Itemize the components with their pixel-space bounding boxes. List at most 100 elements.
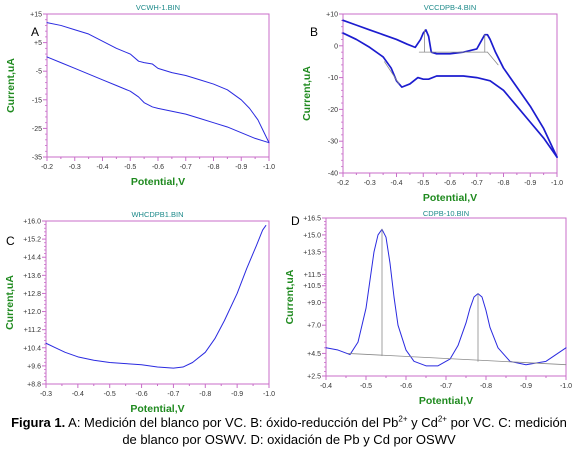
caption-sup-1: 2+ [398,414,408,424]
y-tick-label: -5 [36,69,42,76]
caption-label: Figura 1. [11,415,66,430]
y-axis-label: Current,uA [301,66,313,121]
y-tick-label: +10 [326,12,338,19]
y-tick-label: +15.0 [303,232,321,239]
x-tick-label: -0.9 [231,391,243,398]
chart-title: CDPB-10.BIN [423,209,469,218]
y-tick-label: +10.5 [303,283,321,290]
x-tick-label: -0.6 [136,391,148,398]
y-tick-label: 0 [334,43,338,50]
y-tick-label: +9.0 [307,300,321,307]
chart-panel-b: -0.2 -0.3 -0.4 -0.5 -0.6 -0.7 -0.8 -0.9 -1.0 +10 0… [301,3,563,204]
x-axis-label: Potential,V [131,176,185,188]
baseline-line-2 [347,353,567,366]
x-tick-label: -0.9 [235,164,247,171]
chart-panel-c: -0.3 -0.4 -0.5 -0.6 -0.7 -0.8 -0.9 -1.0 +8.8 +9.6… [4,210,275,415]
x-tick-label: -0.6 [152,164,164,171]
chart-title: WHCDPB1.BIN [131,210,183,219]
chart-title: VCCDPB-4.BIN [424,3,477,12]
x-tick-label: -0.6 [400,383,412,390]
plot-frame [46,13,270,158]
x-tick-label: -0.7 [440,383,452,390]
panel-letter: D [291,214,300,228]
plot-frame [325,217,567,377]
x-tick-label: -0.4 [96,164,108,171]
chart-title: VCWH-1.BIN [136,3,180,12]
baseline-line-3 [384,61,400,85]
plot-frame [342,13,558,174]
x-axis-label: Potential,V [130,403,184,415]
series-line-1 [46,22,270,144]
x-tick-label: -0.7 [180,164,192,171]
y-tick-label: +11.2 [24,327,41,334]
x-tick-label: -0.5 [360,383,372,390]
y-tick-label: +7.0 [307,323,321,330]
x-tick-label: -0.5 [417,180,429,187]
y-tick-label: +4.5 [307,351,321,358]
series-line-1 [342,19,558,158]
y-tick-label: +10.4 [23,345,41,352]
caption-text-2: y Cd [407,415,438,430]
y-tick-label: +8.8 [27,382,41,389]
x-tick-label: -0.3 [364,180,376,187]
y-tick-label: -35 [32,155,42,162]
x-tick-label: -0.7 [167,391,179,398]
x-axis-label: Potential,V [419,395,473,407]
y-axis-label: Current,uA [284,269,296,324]
chart-panel-d: -0.4 -0.5 -0.6 -0.7 -0.8 -0.9 -1.0 +2.5 +4.5 +7.0… [284,209,572,407]
series-line-1 [325,228,567,367]
y-tick-label: +12.8 [23,291,41,298]
caption-sup-2: 2+ [437,414,447,424]
x-tick-label: -0.4 [390,180,402,187]
caption-text-1: A: Medición del blanco por VC. B: óxido-… [65,415,399,430]
y-tick-label: +9.6 [27,363,41,370]
x-tick-label: -0.5 [124,164,136,171]
x-tick-label: -0.7 [471,180,483,187]
y-tick-label: +16.5 [303,216,321,223]
y-axis-label: Current,uA [4,275,16,330]
x-tick-label: -1.0 [263,391,275,398]
x-tick-label: -0.6 [444,180,456,187]
x-tick-label: -0.9 [520,383,532,390]
y-tick-label: +15.2 [23,237,41,244]
x-tick-label: -0.8 [199,391,211,398]
series-line-1 [45,225,267,369]
y-tick-label: -40 [328,171,338,178]
y-tick-label: +13.6 [23,273,41,280]
y-tick-label: -25 [32,126,42,133]
y-tick-label: +11.5 [304,272,321,279]
x-tick-label: -0.5 [104,391,116,398]
y-tick-label: -20 [328,107,338,114]
x-tick-label: -0.8 [497,180,509,187]
x-tick-label: -0.2 [41,164,53,171]
x-axis-label: Potential,V [423,192,477,204]
x-tick-label: -0.8 [207,164,219,171]
figure-caption: Figura 1. A: Medición del blanco por VC.… [4,414,574,448]
panel-letter: C [6,234,15,248]
x-tick-label: -1.0 [551,180,563,187]
x-tick-label: -0.3 [40,391,52,398]
x-tick-label: -0.3 [69,164,81,171]
series-line-2 [46,56,270,144]
baseline-line-7 [487,51,499,66]
x-tick-label: -0.8 [480,383,492,390]
y-tick-label: +15 [30,12,42,19]
x-tick-label: -0.4 [72,391,84,398]
panel-letter: B [310,25,318,39]
plot-frame [45,220,270,385]
x-tick-label: -0.4 [320,383,332,390]
series-line-2 [342,32,558,158]
x-tick-label: -0.9 [524,180,536,187]
y-tick-label: +16.0 [23,219,41,226]
y-tick-label: +13.5 [303,249,321,256]
y-tick-label: +5 [34,40,42,47]
x-tick-label: -1.0 [560,383,572,390]
x-tick-label: -1.0 [263,164,275,171]
y-tick-label: -30 [328,139,338,146]
caption-text-3: por VC. C: medición de blanco por OSWV. … [122,415,567,447]
chart-panel-a: -0.2 -0.3 -0.4 -0.5 -0.6 -0.7 -0.8 -0.9 -1.0 +15 +… [5,3,275,188]
y-axis-label: Current,uA [5,58,17,113]
x-tick-label: -0.2 [337,180,349,187]
y-tick-label: -15 [32,97,42,104]
